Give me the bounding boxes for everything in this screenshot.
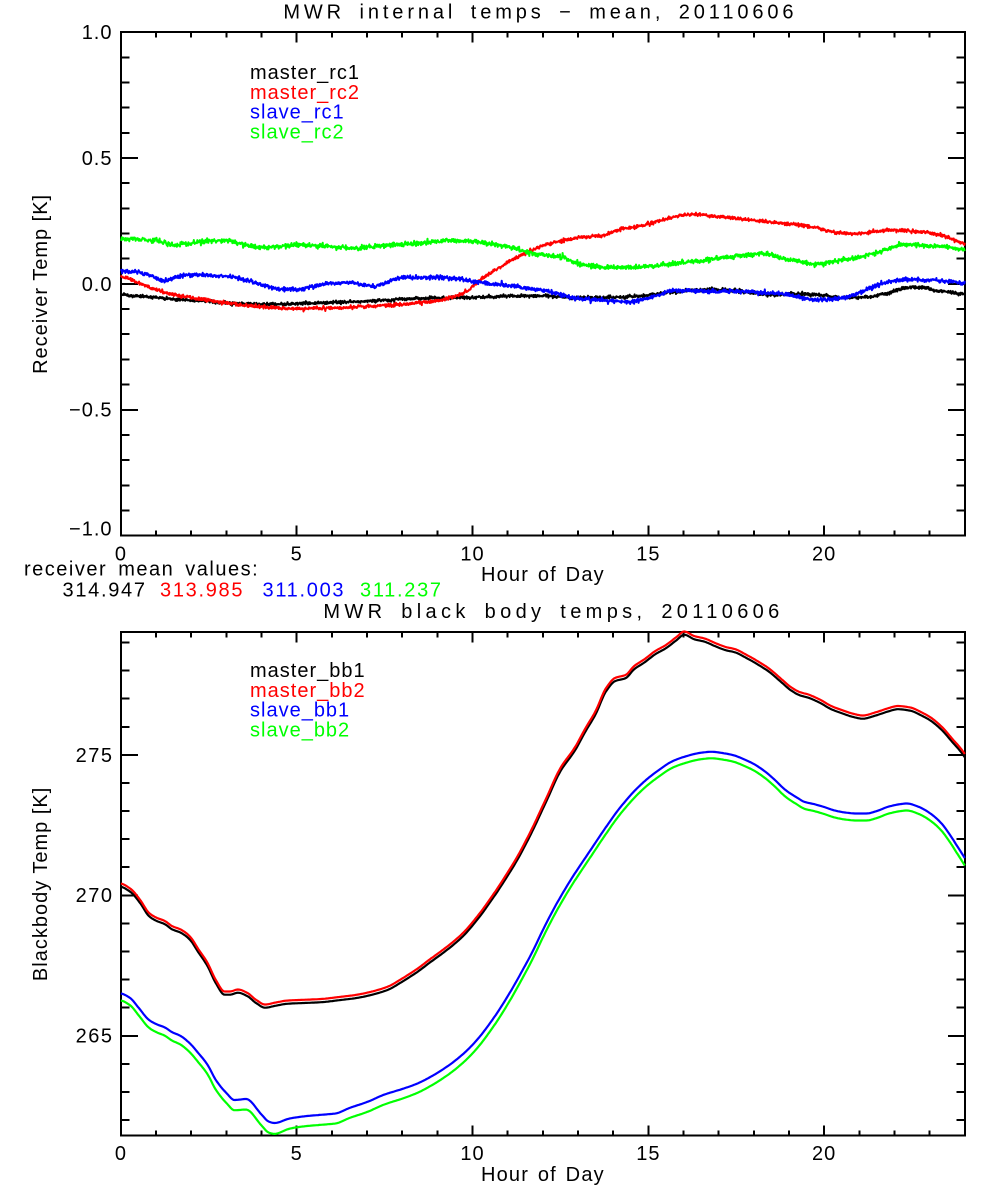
svg-text:−1.0: −1.0 — [69, 519, 112, 541]
svg-text:10: 10 — [460, 1143, 484, 1165]
svg-text:slave_rc2: slave_rc2 — [250, 121, 345, 143]
svg-text:slave_rc1: slave_rc1 — [250, 102, 345, 124]
svg-text:Hour of Day: Hour of Day — [481, 564, 605, 586]
svg-text:311.003: 311.003 — [263, 580, 346, 602]
svg-text:5: 5 — [291, 1143, 303, 1165]
svg-text:10: 10 — [460, 544, 484, 566]
svg-text:master_rc1: master_rc1 — [250, 62, 360, 84]
svg-text:314.947: 314.947 — [63, 580, 147, 602]
svg-text:slave_bb1: slave_bb1 — [250, 700, 350, 722]
svg-text:0: 0 — [115, 544, 127, 566]
svg-text:slave_bb2: slave_bb2 — [250, 719, 350, 741]
svg-text:0.5: 0.5 — [82, 148, 113, 170]
svg-text:0.0: 0.0 — [82, 274, 113, 296]
svg-text:270: 270 — [76, 885, 114, 907]
svg-text:20: 20 — [812, 1143, 836, 1165]
svg-text:Blackbody Temp [K]: Blackbody Temp [K] — [30, 787, 52, 981]
svg-text:275: 275 — [76, 745, 114, 767]
svg-text:master_bb1: master_bb1 — [250, 660, 366, 682]
svg-text:master_bb2: master_bb2 — [250, 680, 366, 702]
svg-text:master_rc2: master_rc2 — [250, 82, 360, 104]
svg-text:311.237: 311.237 — [360, 580, 443, 602]
svg-text:20: 20 — [812, 544, 836, 566]
svg-text:265: 265 — [76, 1026, 114, 1048]
svg-text:0: 0 — [115, 1143, 127, 1165]
svg-text:Hour of Day: Hour of Day — [481, 1164, 605, 1186]
svg-text:receiver mean values:: receiver mean values: — [24, 559, 259, 581]
svg-text:5: 5 — [291, 544, 303, 566]
svg-text:15: 15 — [636, 544, 660, 566]
svg-text:−0.5: −0.5 — [69, 400, 112, 422]
svg-text:MWR black body temps, 20110606: MWR black body temps, 20110606 — [323, 601, 783, 623]
svg-text:1.0: 1.0 — [82, 22, 113, 44]
svg-text:MWR internal temps − mean, 201: MWR internal temps − mean, 20110606 — [283, 2, 797, 24]
svg-text:15: 15 — [636, 1143, 660, 1165]
svg-text:313.985: 313.985 — [160, 580, 244, 602]
svg-text:Receiver Temp [K]: Receiver Temp [K] — [30, 194, 52, 374]
